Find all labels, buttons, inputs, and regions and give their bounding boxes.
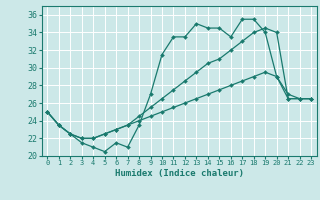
X-axis label: Humidex (Indice chaleur): Humidex (Indice chaleur) [115,169,244,178]
